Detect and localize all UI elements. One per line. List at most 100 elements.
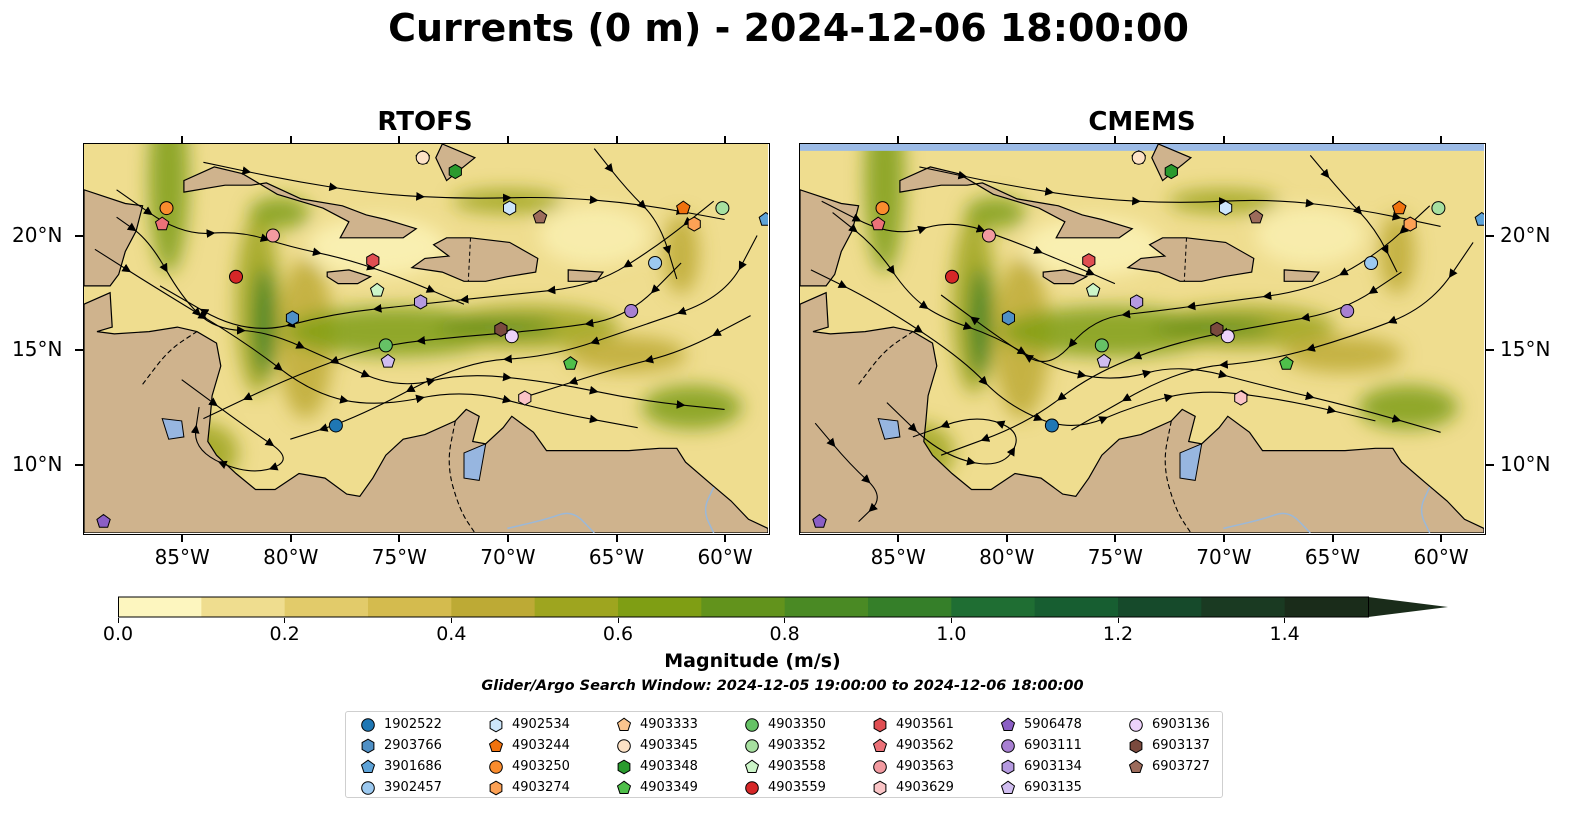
legend-label: 4903244 bbox=[512, 738, 570, 753]
legend-label: 4903629 bbox=[896, 780, 954, 795]
lat-tick-label: 20°N bbox=[12, 223, 63, 248]
lake bbox=[1179, 442, 1203, 481]
colorbar-tick-label: 1.4 bbox=[1269, 623, 1300, 645]
legend-marker-3902457 bbox=[361, 780, 375, 795]
legend-label: 3901686 bbox=[384, 759, 442, 774]
platform-marker-4902534 bbox=[503, 200, 517, 216]
colorbar-tick-mark bbox=[784, 618, 786, 623]
lon-tick-mark bbox=[181, 535, 184, 542]
legend-marker bbox=[360, 759, 376, 773]
colorbar-tick-mark bbox=[450, 618, 452, 623]
legend-label: 4903558 bbox=[768, 759, 826, 774]
map-panel-rtofs bbox=[83, 143, 770, 535]
platform-marker-4903348 bbox=[448, 163, 462, 180]
river bbox=[507, 512, 595, 534]
legend-item: 4903350 bbox=[744, 714, 826, 735]
lat-tick-mark bbox=[1486, 349, 1494, 352]
lon-tick-mark bbox=[1222, 535, 1225, 542]
legend-label: 4903345 bbox=[640, 738, 698, 753]
platform-marker-5906478 bbox=[96, 513, 111, 528]
legend-label: 4903563 bbox=[896, 759, 954, 774]
legend-item: 4903558 bbox=[744, 756, 826, 777]
legend-item: 4903250 bbox=[488, 756, 570, 777]
legend-marker-4903348 bbox=[617, 759, 631, 774]
colorbar-segment bbox=[118, 597, 202, 617]
platform-marker-4903250 bbox=[875, 201, 890, 216]
legend-marker-4903559 bbox=[745, 780, 759, 795]
platform-marker-4903562 bbox=[870, 216, 886, 231]
legend-marker bbox=[361, 738, 375, 753]
lon-tick-mark bbox=[398, 136, 401, 143]
legend-marker bbox=[745, 780, 759, 795]
current-streamline bbox=[181, 379, 284, 472]
platform-marker-4903629 bbox=[1234, 390, 1248, 406]
lon-tick-mark bbox=[1114, 535, 1117, 542]
lon-tick-label: 85°W bbox=[870, 545, 926, 569]
legend-marker-6903137 bbox=[1129, 738, 1143, 753]
legend-label: 6903134 bbox=[1024, 759, 1082, 774]
colorbar-tick-mark bbox=[1284, 618, 1286, 623]
lat-tick-mark bbox=[75, 463, 83, 466]
lon-tick-mark bbox=[181, 136, 184, 143]
legend-marker-4903244 bbox=[488, 738, 504, 752]
lon-tick-mark bbox=[1222, 136, 1225, 143]
lon-tick-mark bbox=[506, 136, 509, 143]
lon-tick-mark bbox=[1331, 136, 1334, 143]
platform-marker-1902522 bbox=[1044, 418, 1059, 433]
current-streamline bbox=[821, 200, 1116, 285]
lon-tick-mark bbox=[289, 535, 292, 542]
lon-tick-mark bbox=[289, 136, 292, 143]
lat-tick-label: 10°N bbox=[1500, 451, 1551, 476]
lat-tick-mark bbox=[75, 235, 83, 238]
colorbar-segment bbox=[784, 597, 869, 617]
legend-marker-4903629 bbox=[873, 780, 887, 795]
colorbar-tick-mark bbox=[117, 618, 119, 623]
legend-item: 4903349 bbox=[616, 777, 698, 798]
colorbar-gradient bbox=[118, 596, 1448, 618]
legend-item: 6903136 bbox=[1128, 714, 1210, 735]
platform-marker-3902457 bbox=[1364, 255, 1379, 270]
colorbar bbox=[118, 596, 1458, 624]
lon-tick-label: 75°W bbox=[371, 545, 427, 569]
legend-marker bbox=[489, 780, 503, 795]
platform-marker-4903345 bbox=[1131, 150, 1146, 165]
lon-tick-label: 60°W bbox=[697, 545, 753, 569]
lon-tick-label: 70°W bbox=[480, 545, 536, 569]
lon-tick-label: 85°W bbox=[154, 545, 210, 569]
platform-marker-4903350 bbox=[378, 338, 393, 353]
platform-marker-4903558 bbox=[1085, 282, 1101, 297]
legend-item: 5906478 bbox=[1000, 714, 1082, 735]
legend-label: 2903766 bbox=[384, 738, 442, 753]
legend-item: 6903134 bbox=[1000, 756, 1082, 777]
current-streamline bbox=[919, 166, 1441, 227]
platform-marker-6903135 bbox=[1096, 353, 1112, 368]
river bbox=[1420, 486, 1431, 534]
legend-marker bbox=[1129, 738, 1143, 753]
panel-title-cmems: CMEMS bbox=[1088, 107, 1196, 137]
platform-marker-4903352 bbox=[715, 201, 730, 216]
colorbar-segment bbox=[868, 597, 952, 617]
platform-marker-6903137 bbox=[1210, 321, 1224, 337]
legend-label: 4903250 bbox=[512, 759, 570, 774]
colorbar-tick-label: 1.2 bbox=[1102, 623, 1134, 645]
lon-tick-mark bbox=[398, 535, 401, 542]
legend-marker bbox=[361, 717, 375, 732]
legend-marker-4903561 bbox=[873, 717, 887, 732]
legend-marker-4903274 bbox=[489, 780, 503, 795]
platform-marker-1902522 bbox=[328, 418, 343, 433]
legend-marker-4903350 bbox=[745, 717, 759, 732]
colorbar-tick-mark bbox=[1117, 618, 1119, 623]
legend-item: 4903563 bbox=[872, 756, 954, 777]
legend-marker bbox=[873, 780, 887, 795]
lon-tick-mark bbox=[724, 535, 727, 542]
platform-marker-4903562 bbox=[154, 216, 170, 231]
platform-marker-6903136 bbox=[504, 329, 519, 344]
legend-marker bbox=[1001, 759, 1015, 774]
legend-label: 6903136 bbox=[1152, 717, 1210, 732]
platform-marker-4903274 bbox=[1403, 216, 1417, 232]
current-streamline bbox=[886, 402, 1017, 466]
lat-tick-mark bbox=[1486, 463, 1494, 466]
legend-label: 4903274 bbox=[512, 780, 570, 795]
lat-tick-label: 15°N bbox=[1500, 337, 1551, 362]
platform-marker-4903563 bbox=[265, 228, 280, 243]
